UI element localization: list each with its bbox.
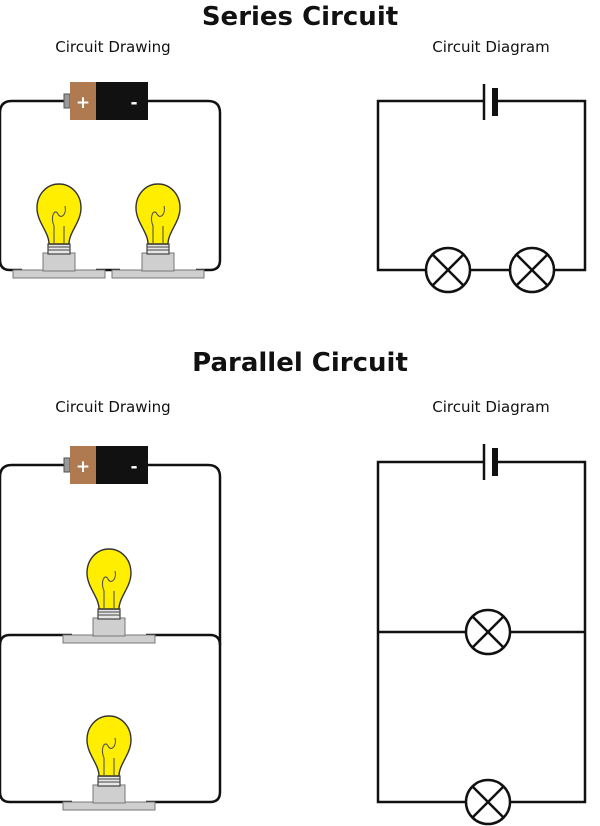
parallel-bulb-1: [62, 548, 156, 644]
parallel-battery: + -: [63, 446, 148, 484]
series-bulb-1: [12, 183, 106, 279]
series-circuit-diagram: [376, 84, 587, 294]
series-drawing-wire: [0, 99, 70, 272]
series-circuit-drawing: + -: [0, 82, 222, 279]
parallel-lamp-1: [464, 608, 512, 656]
battery-minus-sign-2: -: [130, 457, 137, 477]
series-title: Series Circuit: [201, 2, 399, 32]
series-drawing-label: Circuit Drawing: [55, 38, 171, 56]
battery-plus-sign-2: +: [76, 457, 90, 477]
series-lamp-2: [508, 246, 556, 294]
parallel-battery-symbol: [482, 444, 498, 480]
parallel-diagram-label: Circuit Diagram: [432, 398, 550, 416]
parallel-title: Parallel Circuit: [192, 348, 408, 378]
parallel-circuit-drawing: + -: [0, 446, 222, 811]
parallel-drawing-wire: [0, 463, 72, 804]
parallel-bulb-2: [62, 715, 156, 811]
series-diagram-label: Circuit Diagram: [432, 38, 550, 56]
series-battery-symbol: [482, 84, 498, 120]
battery-plus-sign: +: [76, 93, 90, 113]
parallel-circuit-diagram: [376, 444, 587, 826]
battery-minus-sign: -: [130, 93, 137, 113]
series-lamp-1: [424, 246, 472, 294]
parallel-drawing-label: Circuit Drawing: [55, 398, 171, 416]
series-bulb-2: [111, 183, 205, 279]
parallel-lamp-2: [464, 778, 512, 826]
series-battery: + -: [63, 82, 148, 120]
